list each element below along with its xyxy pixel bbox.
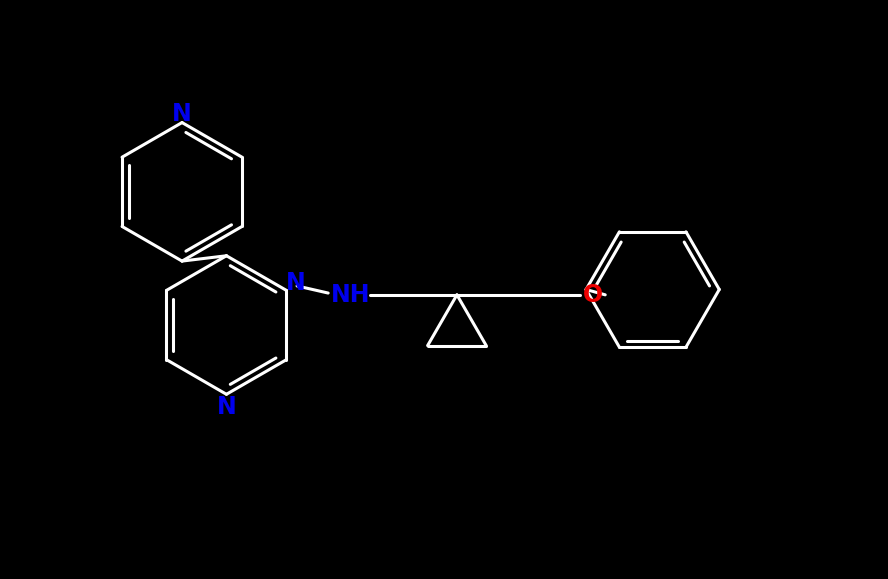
Text: O: O [583,283,603,307]
Text: N: N [285,272,305,295]
Text: NH: NH [330,283,370,307]
Text: N: N [217,395,236,419]
Text: N: N [172,102,192,126]
